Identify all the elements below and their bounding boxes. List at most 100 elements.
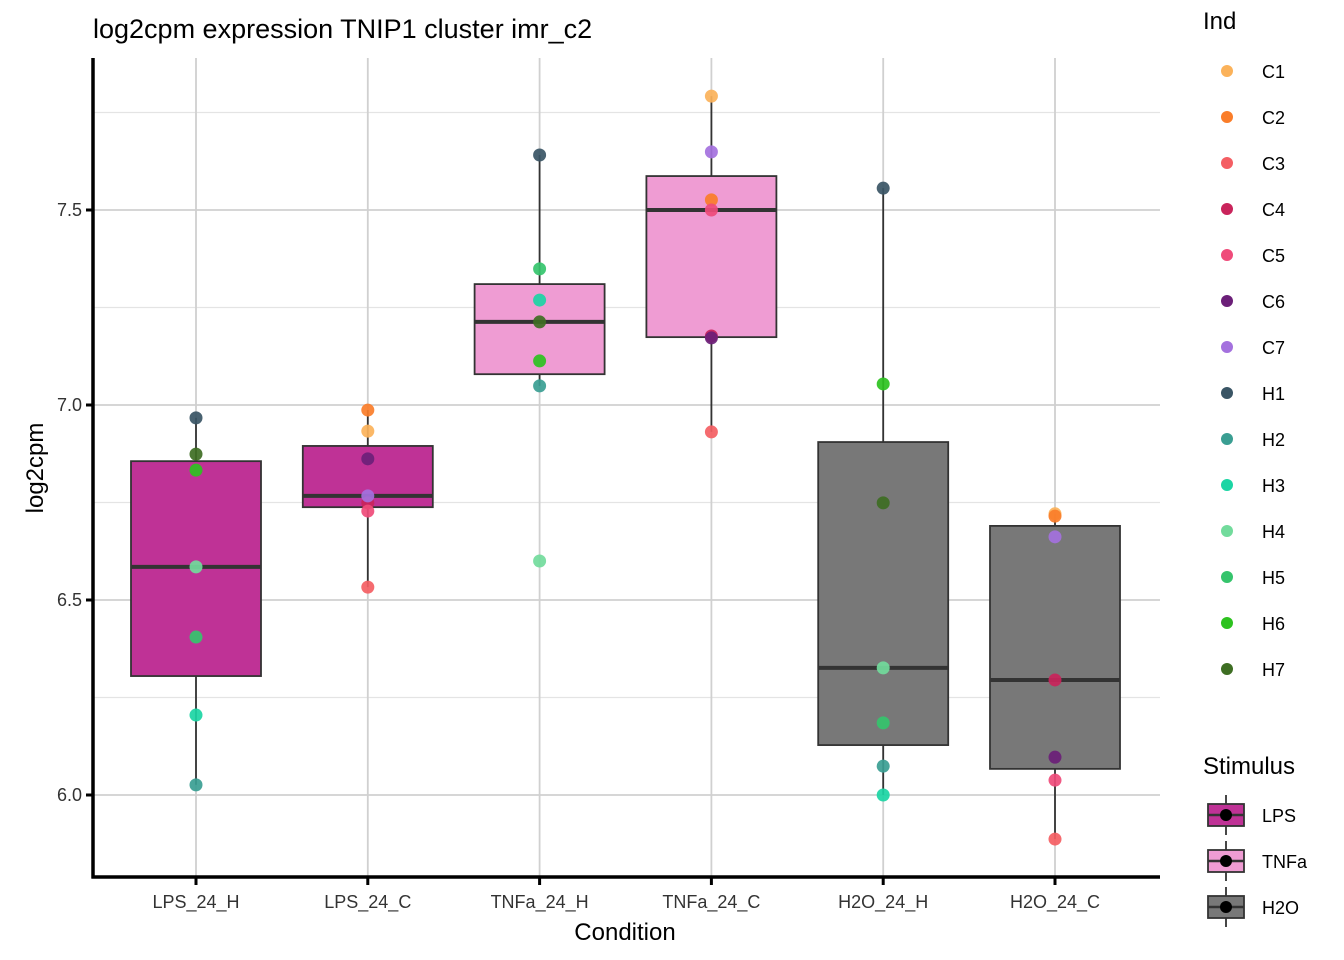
legend-point	[1220, 809, 1232, 821]
legend-swatch	[1221, 295, 1233, 307]
legend-label: C4	[1262, 200, 1285, 220]
point-C1	[704, 89, 718, 103]
legend-label: H2O	[1262, 898, 1299, 918]
point-H7	[189, 447, 203, 461]
point-H2	[189, 778, 203, 792]
point-C2	[704, 193, 718, 207]
legend-point	[1220, 901, 1232, 913]
point-H2	[533, 379, 547, 393]
point-H1	[533, 148, 547, 162]
x-tick-label: TNFa_24_C	[662, 892, 760, 913]
y-tick-label: 7.0	[57, 395, 82, 415]
chart-title: log2cpm expression TNIP1 cluster imr_c2	[93, 14, 592, 44]
point-C5	[361, 504, 375, 518]
legend-label: H7	[1262, 660, 1285, 680]
legend-item-C7: C7	[1221, 338, 1285, 358]
legend-label: H1	[1262, 384, 1285, 404]
point-C7	[1048, 530, 1062, 544]
legend-swatch	[1221, 203, 1233, 215]
legend-swatch	[1221, 663, 1233, 675]
legend-label: H3	[1262, 476, 1285, 496]
legend-item-C2: C2	[1221, 108, 1285, 128]
x-axis-title: Condition	[574, 919, 675, 946]
legend-title: Ind	[1203, 8, 1236, 35]
legend-item-H4: H4	[1221, 522, 1285, 542]
x-tick-label: LPS_24_H	[152, 892, 239, 913]
legend-label: C6	[1262, 292, 1285, 312]
legend-label: H6	[1262, 614, 1285, 634]
legend-item-LPS: LPS	[1207, 795, 1296, 835]
point-H2	[876, 759, 890, 773]
legend-label: LPS	[1262, 806, 1296, 826]
point-H7	[876, 496, 890, 510]
point-H5	[533, 262, 547, 276]
legend-stimulus: Stimulus LPS TNFa H2O	[1203, 753, 1308, 927]
legend-label: C3	[1262, 154, 1285, 174]
point-H1	[876, 181, 890, 195]
x-tick-label: H2O_24_C	[1010, 892, 1100, 913]
point-C7	[361, 489, 375, 503]
legend-swatch	[1221, 479, 1233, 491]
point-C5	[1048, 773, 1062, 787]
point-C4	[1048, 673, 1062, 687]
point-H3	[876, 788, 890, 802]
legend-item-C4: C4	[1221, 200, 1285, 220]
box-iqr	[817, 441, 950, 746]
points-layer	[189, 89, 1062, 846]
x-tick-label: LPS_24_C	[324, 892, 411, 913]
point-H6	[533, 354, 547, 368]
point-C6	[1048, 750, 1062, 764]
legend-item-H7: H7	[1221, 660, 1285, 680]
boxes-layer	[130, 96, 1121, 840]
point-C2	[1048, 509, 1062, 523]
box-H2O_24_H	[817, 188, 950, 795]
legend-item-C5: C5	[1221, 246, 1285, 266]
legend-swatch	[1221, 433, 1233, 445]
legend-point	[1220, 855, 1232, 867]
point-C2	[361, 403, 375, 417]
point-H5	[189, 630, 203, 644]
legend-item-H6: H6	[1221, 614, 1285, 634]
legend-label: C7	[1262, 338, 1285, 358]
point-H6	[876, 377, 890, 391]
point-H7	[533, 315, 547, 329]
legend-swatch	[1221, 525, 1233, 537]
legend-item-H3: H3	[1221, 476, 1285, 496]
legend-label: H5	[1262, 568, 1285, 588]
point-C7	[704, 145, 718, 159]
box-H2O_24_C	[989, 513, 1121, 840]
y-tick-label: 7.5	[57, 200, 82, 220]
y-tick-label: 6.5	[57, 590, 82, 610]
legend-swatch	[1221, 249, 1233, 261]
point-H6	[189, 463, 203, 477]
x-tick-label: TNFa_24_H	[491, 892, 589, 913]
legend-swatch	[1221, 387, 1233, 399]
legend-item-C6: C6	[1221, 292, 1285, 312]
legend-item-H2O: H2O	[1207, 887, 1299, 927]
legend-label: C2	[1262, 108, 1285, 128]
legend-title: Stimulus	[1203, 753, 1295, 780]
point-H4	[189, 560, 203, 574]
legend-swatch	[1221, 341, 1233, 353]
legend-label: C5	[1262, 246, 1285, 266]
legend-swatch	[1221, 157, 1233, 169]
point-C3	[704, 425, 718, 439]
point-C6	[704, 331, 718, 345]
legend-label: H4	[1262, 522, 1285, 542]
legend-item-C3: C3	[1221, 154, 1285, 174]
point-H1	[189, 411, 203, 425]
y-tick-label: 6.0	[57, 785, 82, 805]
point-C5	[704, 203, 718, 217]
point-H5	[876, 716, 890, 730]
box-iqr	[989, 525, 1121, 770]
legend-swatch	[1221, 571, 1233, 583]
legend-item-H1: H1	[1221, 384, 1285, 404]
point-C3	[1048, 832, 1062, 846]
legend-swatch	[1221, 65, 1233, 77]
legend-swatch	[1221, 111, 1233, 123]
legend-label: TNFa	[1262, 852, 1308, 872]
x-tick-label: H2O_24_H	[838, 892, 928, 913]
legend-label: H2	[1262, 430, 1285, 450]
point-C1	[361, 424, 375, 438]
legend-item-H5: H5	[1221, 568, 1285, 588]
